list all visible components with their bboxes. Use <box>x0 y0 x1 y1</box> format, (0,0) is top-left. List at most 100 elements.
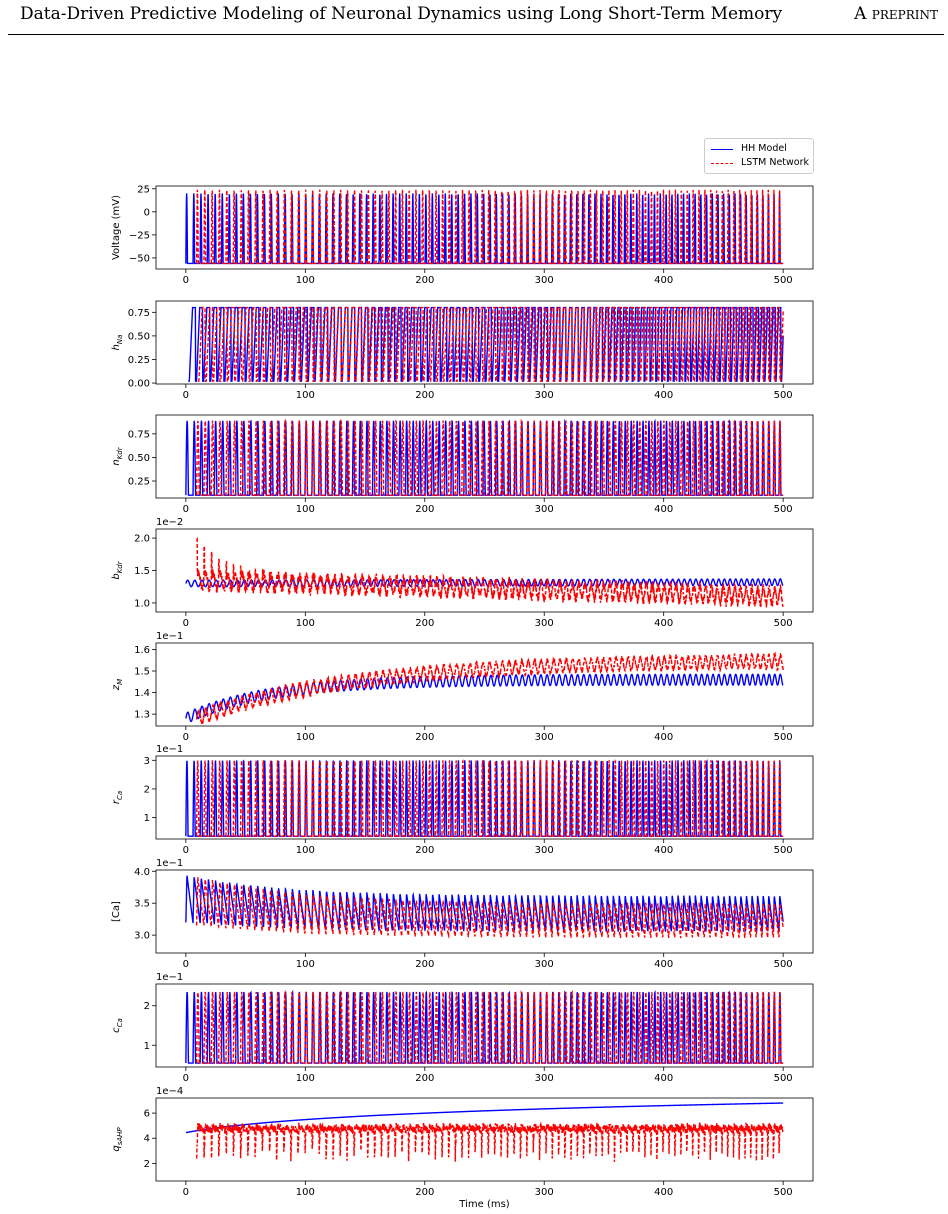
x-tick-label: 0 <box>183 959 189 970</box>
x-tick-label: 200 <box>415 390 434 401</box>
running-header: Data-Driven Predictive Modeling of Neuro… <box>0 0 948 36</box>
x-tick-label: 0 <box>183 275 189 286</box>
subplot-n_kdr: 0 100 200 300 400 500 0.25 0.50 0.75 nKdr <box>111 414 814 515</box>
y-tick-label: 0.00 <box>128 379 150 390</box>
series-hh-b_kdr <box>185 578 784 588</box>
y-axis-label: hNa <box>111 335 124 351</box>
y-tick-label: 2 <box>144 784 150 795</box>
offset-label: 1e−4 <box>156 1086 183 1097</box>
x-tick-label: 100 <box>296 504 315 515</box>
x-tick-label: 500 <box>774 618 793 629</box>
x-tick-label: 300 <box>535 959 554 970</box>
x-tick-label: 400 <box>654 390 673 401</box>
x-tick-label: 300 <box>535 732 554 743</box>
x-tick-label: 400 <box>654 959 673 970</box>
y-tick-label: 0 <box>144 207 150 218</box>
offset-label: 1e−1 <box>156 972 183 983</box>
axes-frame <box>155 983 814 1068</box>
x-tick-label: 200 <box>415 959 434 970</box>
header-tag: A preprint <box>854 4 938 24</box>
subplot-r_ca: 0 100 200 300 400 500 1 2 3 rCa 1e−1 <box>111 744 814 856</box>
y-tick-label: 1 <box>144 813 150 824</box>
y-tick-label: 1.5 <box>134 566 150 577</box>
x-tick-label: 100 <box>296 390 315 401</box>
y-tick-label: 6 <box>144 1109 150 1120</box>
x-tick-label: 200 <box>415 845 434 856</box>
x-tick-label: 100 <box>296 275 315 286</box>
legend: HH Model LSTM Network <box>704 138 814 174</box>
x-tick-label: 200 <box>415 275 434 286</box>
axes-frame <box>155 185 814 270</box>
y-tick-label: 0.50 <box>128 453 150 464</box>
y-tick-label: 2 <box>144 1001 150 1012</box>
y-axis-label: [Ca] <box>111 901 122 922</box>
y-axis-label: qsAHP <box>111 1127 124 1152</box>
series-hh-h_na <box>188 306 784 382</box>
axes-frame <box>155 869 814 954</box>
legend-line-hh <box>711 149 733 150</box>
y-axis-label: rCa <box>111 791 124 804</box>
y-tick-label: 4 <box>144 1134 150 1145</box>
x-tick-label: 300 <box>535 1187 554 1198</box>
offset-label: 1e−1 <box>156 858 183 869</box>
x-tick-label: 300 <box>535 390 554 401</box>
x-tick-label: 400 <box>654 845 673 856</box>
y-tick-label: 0.50 <box>128 331 150 342</box>
series-lstm-ca_conc <box>195 877 784 940</box>
y-axis-label: Voltage (mV) <box>111 195 122 260</box>
axes-frame <box>155 642 814 727</box>
offset-label: 1e−1 <box>156 744 183 755</box>
x-tick-label: 0 <box>183 1187 189 1198</box>
axes-frame <box>155 300 814 385</box>
y-tick-label: 4.0 <box>134 867 150 878</box>
series-lstm-b_kdr <box>195 536 784 609</box>
legend-label-hh: HH Model <box>741 143 787 154</box>
x-tick-label: 100 <box>296 732 315 743</box>
x-tick-label: 300 <box>535 1073 554 1084</box>
offset-label: 1e−2 <box>156 517 183 528</box>
y-tick-label: 0.25 <box>128 355 150 366</box>
y-tick-label: 25 <box>137 184 150 195</box>
y-tick-label: −50 <box>129 253 150 264</box>
y-tick-label: 1.0 <box>134 598 150 609</box>
y-tick-label: 0.25 <box>128 477 150 488</box>
y-axis-label: zM <box>111 679 124 691</box>
x-tick-label: 400 <box>654 1187 673 1198</box>
y-tick-label: 1 <box>144 1041 150 1052</box>
y-tick-label: 1.5 <box>134 667 150 678</box>
series-hh-r_ca <box>185 758 784 837</box>
x-tick-label: 300 <box>535 275 554 286</box>
x-tick-label: 500 <box>774 845 793 856</box>
x-tick-label: 500 <box>774 1073 793 1084</box>
y-tick-label: 3.0 <box>134 931 150 942</box>
y-tick-label: 2.0 <box>134 534 150 545</box>
x-axis-label: Time (ms) <box>458 1199 510 1210</box>
x-tick-label: 0 <box>183 845 189 856</box>
legend-label-lstm: LSTM Network <box>741 157 810 168</box>
subplot-h_na: 0 100 200 300 400 500 0.00 0.25 0.50 0.75 hNa <box>111 300 814 401</box>
offset-label: 1e−1 <box>156 631 183 642</box>
x-tick-label: 100 <box>296 1073 315 1084</box>
x-tick-label: 400 <box>654 275 673 286</box>
series-lstm-c_ca <box>195 989 784 1064</box>
x-tick-label: 300 <box>535 618 554 629</box>
series-lstm-z_m <box>195 651 784 725</box>
x-tick-label: 500 <box>774 390 793 401</box>
subplot-z_m: 0 100 200 300 400 500 1.3 1.4 1.5 1.6 zM 1e−1 <box>111 631 814 743</box>
y-tick-label: 2 <box>144 1159 150 1170</box>
x-tick-label: 200 <box>415 504 434 515</box>
x-tick-label: 500 <box>774 275 793 286</box>
y-tick-label: 0.75 <box>128 308 150 319</box>
x-tick-label: 0 <box>183 504 189 515</box>
x-tick-label: 200 <box>415 618 434 629</box>
x-tick-label: 100 <box>296 845 315 856</box>
subplot-b_kdr: 0 100 200 300 400 500 1.0 1.5 2.0 bKdr 1e−2 <box>111 517 814 629</box>
series-hh-z_m <box>185 673 784 723</box>
subplot-c_ca: 0 100 200 300 400 500 1 2 cCa 1e−1 <box>111 972 814 1084</box>
axes-frame <box>155 414 814 499</box>
x-tick-label: 500 <box>774 1187 793 1198</box>
y-tick-label: 3.5 <box>134 899 150 910</box>
x-tick-label: 100 <box>296 959 315 970</box>
x-tick-label: 200 <box>415 732 434 743</box>
